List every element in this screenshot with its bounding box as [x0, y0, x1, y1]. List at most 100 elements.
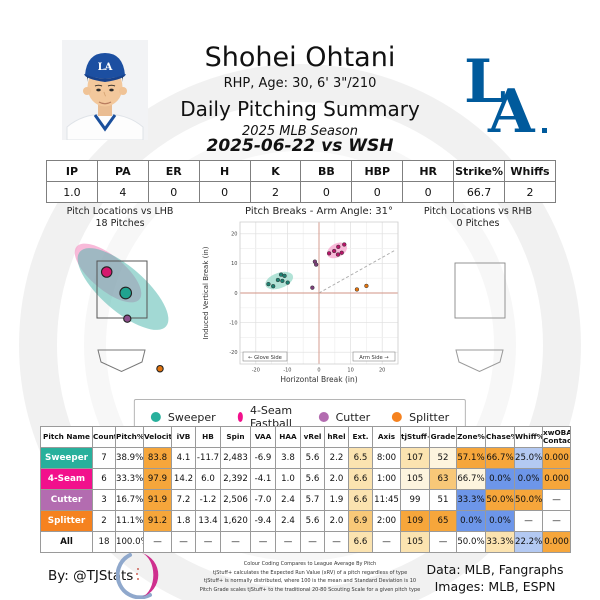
y-tick-label: 20: [231, 232, 237, 238]
table-row: All18100.0%————————6.6—105—50.0%33.3%22.…: [40, 531, 571, 553]
pitch-table-header-cell: Spin: [220, 426, 251, 448]
pitch-break-point: [335, 252, 341, 257]
table-cell: 2,506: [220, 489, 251, 511]
plot-frame: [239, 221, 399, 365]
stats-value-cell: 4: [96, 181, 149, 203]
table-cell: 2,392: [220, 468, 251, 490]
pitch-locations-lhb-plot: Pitch Locations vs LHB 18 Pitches: [67, 206, 174, 373]
pitch-breaks-plot: Pitch Breaks - Arm Angle: 31° -20 -20 -10 -…: [202, 206, 399, 384]
lhb-title: Pitch Locations vs LHB: [67, 206, 174, 217]
table-cell: 2.4: [275, 489, 301, 511]
stats-value-row: 1.0 4 0 0 2 0 0 0 66.7 2: [46, 181, 556, 203]
table-cell: 100.0%: [115, 531, 144, 553]
table-cell: 50.0%: [514, 489, 543, 511]
avg-location-marker: [119, 286, 133, 300]
player-name: Shohei Ohtani: [204, 42, 396, 73]
pitch-break-point: [285, 280, 290, 285]
pitch-break-point: [280, 278, 285, 284]
table-cell: 0.0%: [485, 468, 515, 490]
table-cell: —: [542, 489, 571, 511]
avg-location-marker: [156, 364, 164, 373]
pitch-locations-rhb-plot: Pitch Locations vs RHB 0 Pitches: [424, 206, 532, 373]
table-cell: 4.1: [171, 447, 196, 469]
glove-side-box: [242, 351, 288, 362]
table-cell: 99: [400, 489, 430, 511]
pitch-table-header-cell: VAA: [250, 426, 276, 448]
home-plate-lhb: [97, 349, 146, 373]
table-cell: 2.0: [324, 468, 349, 490]
legend-label: Cutter: [335, 410, 371, 424]
table-cell: 33.3%: [456, 489, 486, 511]
table-cell: 91.2: [143, 510, 172, 532]
table-cell: 2:00: [372, 510, 401, 532]
table-cell: 33.3%: [485, 531, 515, 553]
legend-dot-icon: [392, 412, 403, 422]
arm-angle-line: [318, 249, 396, 294]
table-cell: —: [171, 531, 196, 553]
rhb-title: Pitch Locations vs RHB: [424, 206, 532, 217]
legend-dot-icon: [150, 412, 161, 422]
table-cell: 50.0%: [485, 489, 515, 511]
table-cell: 38.9%: [115, 447, 144, 469]
pitch-break-point: [339, 250, 344, 255]
table-cell: —: [542, 510, 571, 532]
table-cell: 16.7%: [115, 489, 144, 511]
pitch-table-header-cell: Axis: [372, 426, 401, 448]
table-cell: 8:00: [372, 447, 401, 469]
pitch-table-header-cell: Pitch Name: [40, 426, 93, 448]
table-cell: —: [324, 531, 349, 553]
table-cell: 1:00: [372, 468, 401, 490]
x-tick-label: 20: [379, 368, 385, 374]
legend-dot-icon: [318, 412, 329, 422]
pitch-break-point: [354, 287, 360, 292]
table-cell: 83.8: [143, 447, 172, 469]
game-title: 2025-06-22 vs WSH: [206, 136, 394, 156]
stats-header-cell: H: [198, 160, 251, 182]
table-cell: 6: [92, 468, 116, 490]
note-line: Colour Coding Compares to League Average…: [243, 561, 377, 567]
legend-item: Splitter: [392, 411, 449, 424]
table-cell: 0.000: [542, 468, 571, 490]
stats-header-cell: PA: [96, 160, 149, 182]
table-cell: —: [429, 531, 457, 553]
report-title: Daily Pitching Summary: [180, 97, 420, 121]
pitch-break-point: [271, 284, 276, 289]
stats-header-cell: Strike%: [453, 160, 506, 182]
table-cell: 3.8: [275, 447, 301, 469]
table-cell: 66.7%: [456, 468, 486, 490]
table-cell: 33.3%: [115, 468, 144, 490]
pitch-table-header-cell: Zone%: [456, 426, 486, 448]
pitch-break-point: [336, 244, 341, 249]
table-cell: 109: [400, 510, 430, 532]
table-cell: 13.4: [195, 510, 221, 532]
table-cell: —: [220, 531, 251, 553]
tjstats-logo: [116, 553, 159, 599]
breaks-title: Pitch Breaks - Arm Angle: 31°: [245, 206, 393, 217]
table-cell: —: [275, 531, 301, 553]
table-row: 4-Seam 6 33.3% 97.9 14.2 6.0 2,392 -4.1 1.0 5.6 2.…: [40, 468, 571, 490]
season-label: 2025 MLB Season: [242, 124, 358, 139]
credit-data: Data: MLB, Fangraphs: [426, 562, 564, 577]
pitch-break-point: [342, 242, 347, 247]
table-cell: 97.9: [143, 468, 172, 490]
table-cell: 6.5: [348, 447, 373, 469]
table-cell: 5.7: [300, 489, 325, 511]
svg-text:L: L: [464, 47, 506, 117]
pitch-table-header-row: Pitch NameCountPitch%VelocityiVBHBSpinVA…: [40, 426, 571, 448]
pitch-name-cell: Sweeper: [40, 447, 93, 469]
home-plate-rhb: [455, 349, 504, 373]
table-cell: 7: [92, 447, 116, 469]
legend-label: Sweeper: [167, 410, 216, 424]
pitch-break-point: [326, 251, 332, 256]
methodology-notes: Colour Coding Compares to League Average…: [175, 560, 445, 594]
stats-header-cell: IP: [46, 160, 98, 182]
table-cell: —: [143, 531, 172, 553]
x-tick-label: 0: [317, 368, 320, 374]
table-cell: 6.0: [195, 468, 221, 490]
table-cell: 57.1%: [456, 447, 486, 469]
table-cell: 51: [429, 489, 457, 511]
pitch-table-header-cell: Chase%: [485, 426, 515, 448]
pitch-table-header-cell: Pitch%: [115, 426, 144, 448]
arm-side-label: Arm Side →: [359, 355, 389, 361]
pitch-break-point: [275, 277, 281, 283]
